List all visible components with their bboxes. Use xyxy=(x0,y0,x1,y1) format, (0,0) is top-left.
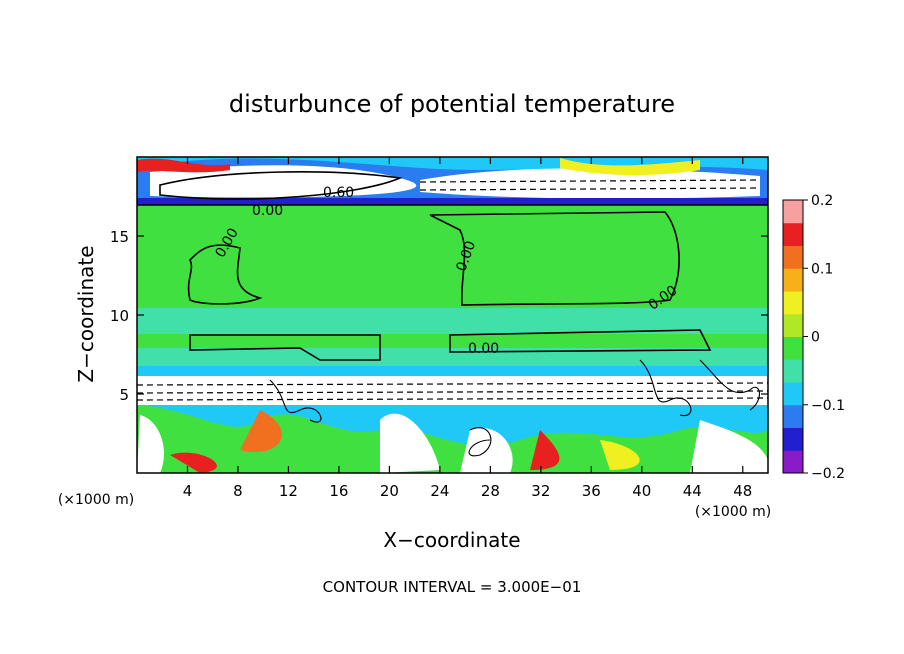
x-tick-label: 20 xyxy=(380,482,399,500)
colorbar-tick-label: −0.2 xyxy=(811,466,845,482)
colorbar-swatch xyxy=(783,222,803,246)
contour-upper-positive xyxy=(159,171,403,200)
x-tick-label: 24 xyxy=(430,482,449,500)
x-tick-label: 8 xyxy=(233,482,243,500)
contour-interval: CONTOUR INTERVAL = 3.000E−01 xyxy=(323,578,582,596)
thermal-plume-2 xyxy=(137,415,164,473)
colorbar-tick-label: 0 xyxy=(811,330,820,346)
contour-eddy-3 xyxy=(699,359,760,411)
upper-yellow-spot xyxy=(560,158,700,176)
contour-label: 0.00 xyxy=(468,341,499,357)
plot-area xyxy=(137,157,768,473)
y-axis: 5 10 15 xyxy=(110,228,768,404)
colorbar-tick-label: 0.2 xyxy=(811,193,833,209)
contour-zero-left xyxy=(187,244,263,305)
thermal-plume-1 xyxy=(380,413,440,473)
colorbar-swatch xyxy=(783,245,803,269)
colorbar-swatch xyxy=(783,359,803,383)
x-tick-label: 36 xyxy=(582,482,601,500)
x-unit-right: (×1000 m) xyxy=(695,504,771,520)
colorbar-swatch xyxy=(783,200,803,224)
x-tick-label: 32 xyxy=(531,482,550,500)
colorbar-swatch xyxy=(783,291,803,315)
upper-cold-anomaly xyxy=(420,168,760,199)
x-tick-label: 16 xyxy=(329,482,348,500)
warm-blob-3 xyxy=(600,440,640,470)
contour-label: 0.60 xyxy=(323,185,354,201)
y-tick-label: 10 xyxy=(110,307,129,325)
contour-dashed xyxy=(137,179,768,401)
x-tick-label: 4 xyxy=(183,482,193,500)
contour-dashed-upper-2 xyxy=(419,187,761,191)
colorbar: 0.2 0.1 0 −0.1 −0.2 xyxy=(782,193,845,482)
chart-title: disturbunce of potential temperature xyxy=(229,90,675,118)
upper-hot-spot xyxy=(137,158,230,173)
x-axis-label: X−coordinate xyxy=(383,528,520,552)
contour-eddy-4 xyxy=(468,427,492,457)
y-tick-label: 5 xyxy=(119,386,129,404)
contour-eddy-2 xyxy=(639,359,692,417)
thermal-plume-4 xyxy=(690,420,768,473)
colorbar-swatch xyxy=(783,336,803,360)
y-tick-label: 15 xyxy=(110,228,129,246)
x-axis: 4 8 12 16 20 24 28 32 36 40 44 48 xyxy=(183,157,752,500)
warm-blob-2 xyxy=(530,430,560,470)
warm-blob-1 xyxy=(240,410,282,452)
contour-zero-main xyxy=(429,211,680,306)
x-tick-label: 40 xyxy=(632,482,651,500)
contour-lines xyxy=(137,171,768,361)
mid-band-cyan xyxy=(137,308,768,334)
contour-label: 0.00 xyxy=(252,203,283,219)
x-tick-label: 44 xyxy=(683,482,702,500)
colorbar-swatch xyxy=(783,382,803,406)
contour-zero-lower-left xyxy=(189,334,381,361)
colorbar-swatch xyxy=(783,450,803,474)
x-tick-label: 12 xyxy=(279,482,298,500)
boundary-cold-region xyxy=(137,405,768,446)
mid-band-lower xyxy=(137,348,768,366)
x-tick-label: 28 xyxy=(481,482,500,500)
contour-dashed-1 xyxy=(137,382,768,386)
x-tick-label: 48 xyxy=(733,482,752,500)
colorbar-swatch xyxy=(783,404,803,428)
colorbar-swatch xyxy=(783,268,803,292)
contour-turbulent xyxy=(269,359,760,457)
warm-blob-4 xyxy=(170,452,217,473)
colorbar-swatch xyxy=(783,313,803,337)
tropopause-line xyxy=(137,198,768,205)
contour-dashed-upper-1 xyxy=(419,179,761,183)
colorbar-tick-label: −0.1 xyxy=(811,398,845,414)
contour-dashed-3 xyxy=(137,397,768,401)
contour-eddy-1 xyxy=(269,379,322,423)
colorbar-swatch xyxy=(783,427,803,451)
y-axis-label: Z−coordinate xyxy=(74,245,98,382)
contour-dashed-2 xyxy=(137,390,768,394)
colorbar-tick-label: 0.1 xyxy=(811,261,833,277)
contour-zero-lower-right xyxy=(449,329,712,353)
x-unit-left: (×1000 m) xyxy=(58,492,134,508)
